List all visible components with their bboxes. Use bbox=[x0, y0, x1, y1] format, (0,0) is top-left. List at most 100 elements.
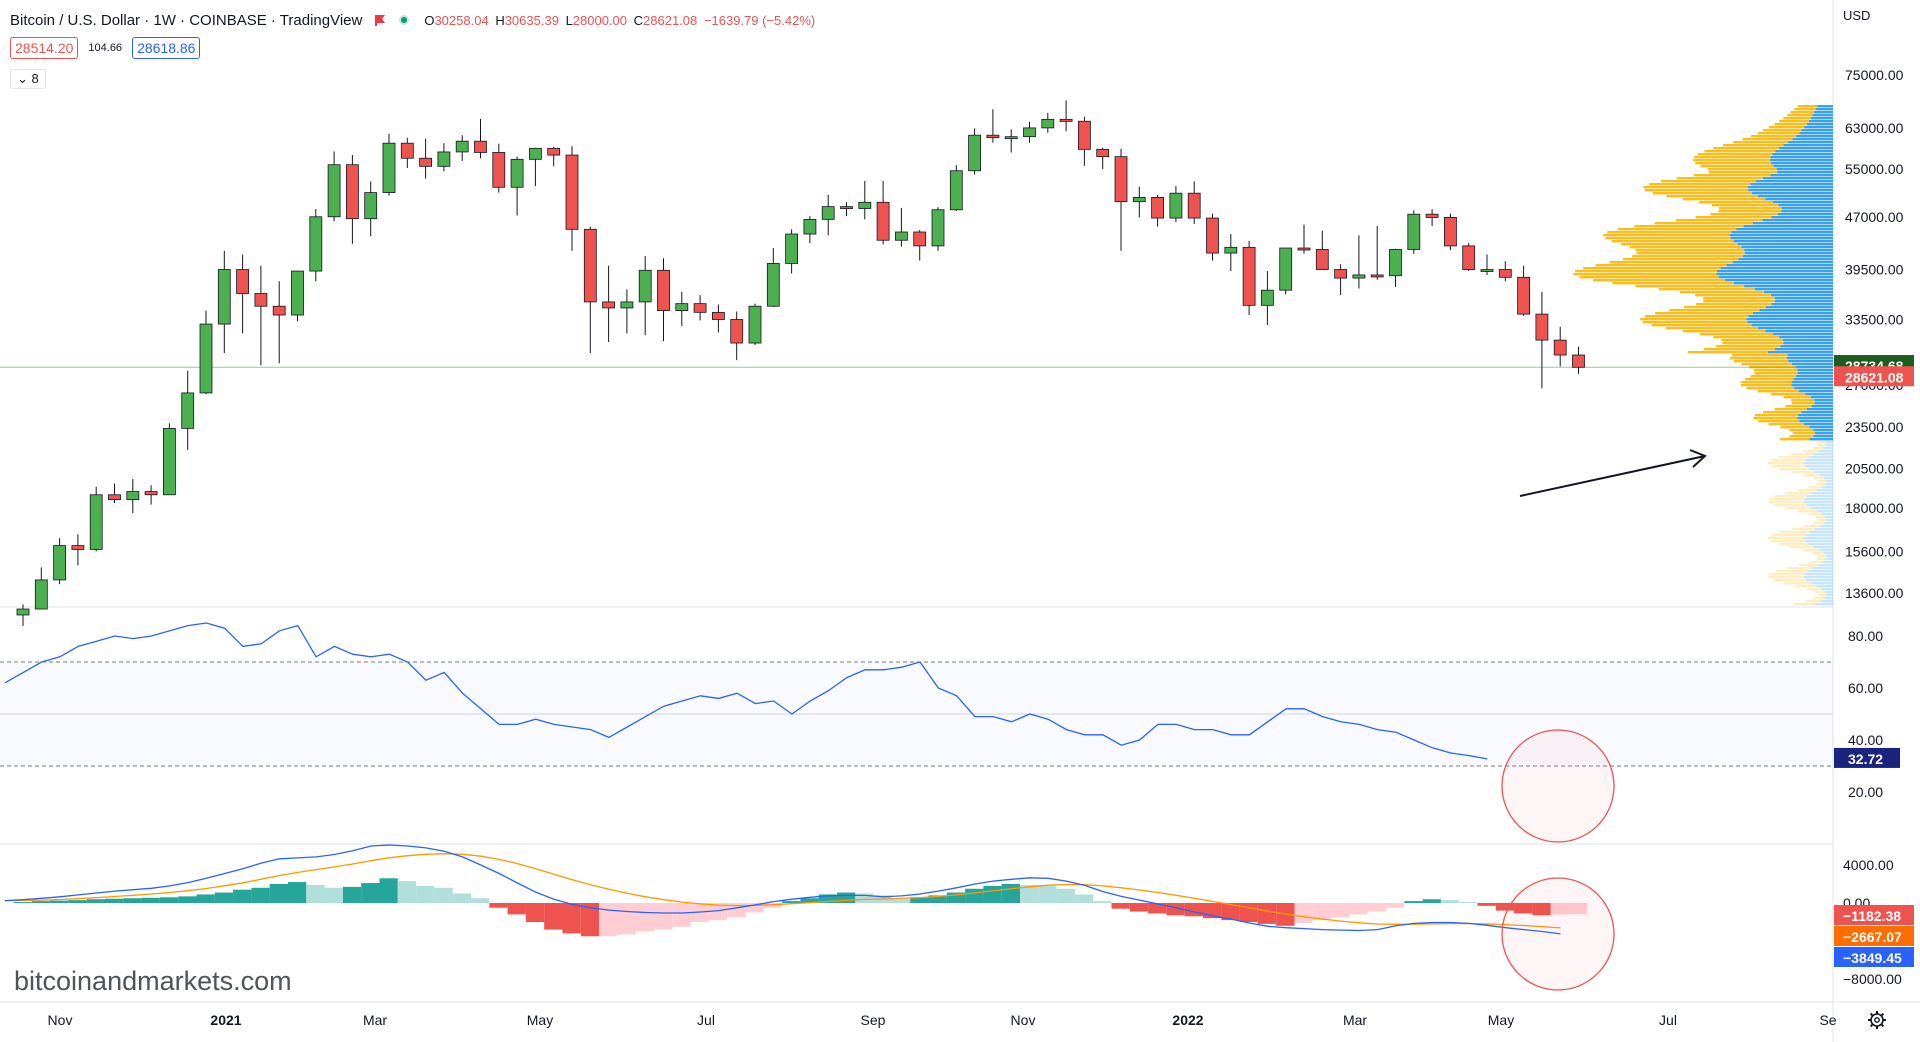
volume-profile-up-bar bbox=[1763, 411, 1802, 414]
volume-profile-up-bar bbox=[1642, 321, 1748, 324]
volume-profile-down-bar bbox=[1782, 339, 1833, 342]
volume-profile-down-bar bbox=[1758, 195, 1833, 198]
currency-label[interactable]: USD bbox=[1843, 8, 1871, 23]
volume-profile-down-bar bbox=[1732, 261, 1833, 264]
candle-body bbox=[583, 228, 597, 303]
volume-profile-down-bar bbox=[1759, 309, 1833, 312]
volume-profile-down-bar bbox=[1801, 411, 1833, 414]
volume-profile-up-bar bbox=[1605, 237, 1731, 240]
candle bbox=[1023, 121, 1036, 143]
volume-profile-up-bar bbox=[1612, 240, 1734, 243]
volume-profile-up-bar bbox=[1771, 465, 1806, 468]
candle-body bbox=[400, 142, 414, 159]
candle bbox=[748, 303, 762, 346]
volume-profile-down-bar bbox=[1826, 480, 1833, 483]
volume-profile-down-bar bbox=[1814, 528, 1833, 531]
candle-body bbox=[492, 152, 506, 188]
volume-profile-down-bar bbox=[1806, 495, 1833, 498]
time-tick-label: Mar bbox=[1343, 1012, 1367, 1028]
macd-histogram-bar bbox=[1239, 903, 1258, 922]
volume-profile-up-bar bbox=[1768, 537, 1804, 540]
volume-profile-down-bar bbox=[1720, 267, 1833, 270]
volume-profile-up-bar bbox=[1799, 564, 1818, 567]
symbol-title[interactable]: Bitcoin / U.S. Dollar · 1W · COINBASE · … bbox=[10, 11, 363, 29]
volume-profile-down-bar bbox=[1757, 327, 1833, 330]
volume-profile-down-bar bbox=[1779, 147, 1833, 150]
volume-profile-up-bar bbox=[1710, 213, 1778, 216]
rsi-badge-bg bbox=[1834, 747, 1900, 768]
macd-histogram-bar bbox=[672, 903, 691, 927]
volume-profile-up-bar bbox=[1791, 399, 1815, 402]
candle-body bbox=[1132, 197, 1146, 203]
volume-profile-up-bar bbox=[1817, 594, 1827, 597]
candle bbox=[547, 146, 561, 167]
volume-profile-up-bar bbox=[1791, 402, 1815, 405]
volume-profile-up-bar bbox=[1666, 195, 1759, 198]
macd-circle-annotation[interactable] bbox=[1501, 877, 1615, 991]
volume-profile-down-bar bbox=[1788, 141, 1833, 144]
candle bbox=[675, 291, 689, 326]
volume-profile-down-bar bbox=[1733, 282, 1833, 285]
indicators-collapse-button[interactable]: ⌄ 8 bbox=[10, 69, 46, 89]
macd-histogram-bar bbox=[68, 900, 87, 903]
macd-value-badge: −1182.38 bbox=[1834, 905, 1914, 925]
candle bbox=[1078, 116, 1091, 166]
volume-profile-down-bar bbox=[1771, 216, 1833, 219]
candle-body bbox=[1169, 192, 1183, 219]
arrow-annotation[interactable] bbox=[1519, 449, 1707, 497]
candle bbox=[419, 138, 433, 179]
volume-profile-up-bar bbox=[1802, 549, 1820, 552]
volume-profile-up-bar bbox=[1754, 414, 1798, 417]
volume-profile-up-bar bbox=[1730, 357, 1787, 360]
macd-histogram-bar bbox=[507, 903, 526, 915]
ask-price-button[interactable]: 28618.86 bbox=[132, 37, 201, 59]
macd-badge-label: −2667.07 bbox=[1843, 929, 1902, 945]
volume-profile-down-bar bbox=[1815, 603, 1833, 606]
price-tick-label: 63000.00 bbox=[1845, 120, 1904, 136]
macd-badge-label: −1182.38 bbox=[1843, 908, 1901, 924]
candle-body bbox=[693, 303, 707, 313]
volume-profile-up-bar bbox=[1703, 297, 1775, 300]
volume-profile-up-bar bbox=[1745, 378, 1794, 381]
gear-icon[interactable] bbox=[1868, 1011, 1886, 1029]
candle-body bbox=[1572, 354, 1585, 368]
macd-histogram-bar bbox=[416, 885, 435, 903]
volume-profile-up-bar bbox=[1780, 438, 1810, 441]
candle bbox=[565, 146, 579, 251]
volume-profile-down-bar bbox=[1770, 294, 1833, 297]
volume-profile-down-bar bbox=[1729, 234, 1833, 237]
price-tick-label: 75000.00 bbox=[1845, 67, 1904, 83]
candle bbox=[217, 250, 231, 353]
candle-body bbox=[968, 134, 981, 172]
price-tick-label: 33500.00 bbox=[1845, 312, 1904, 328]
bid-price-button[interactable]: 28514.20 bbox=[10, 37, 79, 59]
volume-profile-down-bar bbox=[1762, 177, 1833, 180]
rsi-circle-annotation[interactable] bbox=[1501, 729, 1615, 843]
candle bbox=[1261, 271, 1274, 325]
macd-histogram-bar bbox=[306, 884, 325, 903]
volume-profile-down-bar bbox=[1776, 168, 1833, 171]
macd-histogram-bar bbox=[1056, 888, 1075, 903]
macd-histogram-bar bbox=[855, 893, 874, 903]
macd-histogram-bar bbox=[178, 896, 197, 903]
flag-icon[interactable] bbox=[374, 14, 386, 26]
candle bbox=[1004, 129, 1018, 153]
volume-profile-up-bar bbox=[1622, 258, 1739, 261]
volume-profile-up-bar bbox=[1768, 423, 1805, 426]
candle-body bbox=[236, 269, 250, 294]
volume-profile-down-bar bbox=[1764, 291, 1833, 294]
candle-body bbox=[1425, 213, 1439, 218]
macd-histogram-bar bbox=[1422, 899, 1441, 903]
volume-profile-up-bar bbox=[1629, 246, 1742, 249]
volume-profile-down-bar bbox=[1810, 117, 1833, 120]
candle-body bbox=[547, 147, 561, 156]
volume-profile-up-bar bbox=[1704, 150, 1776, 153]
candle bbox=[766, 248, 780, 308]
macd-histogram-bar bbox=[965, 888, 984, 903]
volume-profile-up-bar bbox=[1732, 354, 1788, 357]
candle-body bbox=[364, 192, 378, 220]
time-tick-label: Sep bbox=[861, 1012, 886, 1028]
volume-profile-up-bar bbox=[1817, 444, 1827, 447]
volume-profile-up-bar bbox=[1693, 159, 1771, 162]
